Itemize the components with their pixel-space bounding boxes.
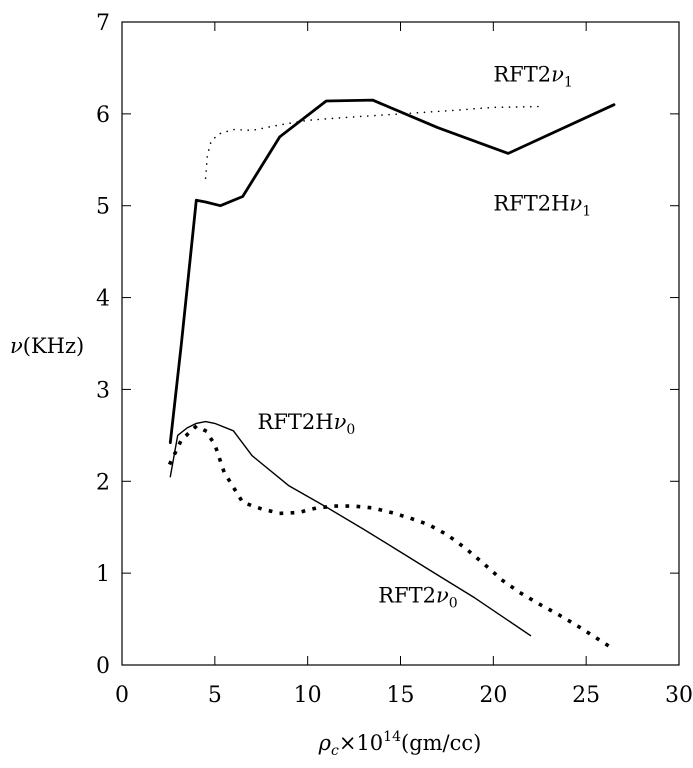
x-axis-label-sup: 14 (383, 729, 401, 745)
annotation-rft2h-nu1: RFT2Hν1 (493, 191, 591, 219)
series-line-3 (169, 420, 532, 637)
y-axis-label-suffix: (KHz) (23, 334, 84, 358)
y-tick-label: 1 (96, 562, 110, 587)
x-tick-label: 20 (479, 683, 507, 708)
annotation-sub: 0 (346, 422, 355, 438)
annotation-sub: 1 (564, 75, 573, 91)
x-tick-label: 15 (387, 683, 415, 708)
annotation-sub: 0 (449, 596, 458, 612)
annotation-greek: ν (551, 63, 564, 87)
y-axis-label-prefix: ν (10, 334, 23, 358)
y-tick-label: 5 (96, 195, 110, 220)
y-tick-label: 4 (96, 287, 110, 312)
y-axis-label: ν(KHz) (10, 334, 84, 358)
x-tick-label: 25 (572, 683, 600, 708)
series-line-2 (204, 105, 541, 179)
x-tick-label: 10 (294, 683, 322, 708)
annotation-greek: ν (436, 584, 449, 608)
plot-frame (121, 21, 680, 666)
x-tick-label: 30 (665, 683, 693, 708)
x-tick-label: 5 (208, 683, 222, 708)
series-line-4 (167, 424, 617, 652)
annotation-rft2h-nu0: RFT2Hν0 (258, 410, 356, 438)
annotation-base: RFT2 (378, 584, 436, 608)
y-tick-label: 2 (96, 470, 110, 495)
y-tick-label: 7 (96, 11, 110, 36)
annotation-rft2-nu1: RFT2ν1 (493, 63, 572, 91)
series-line-1 (168, 98, 616, 445)
x-axis-label: ρc×1014(gm/cc) (318, 729, 482, 759)
annotation-base: RFT2H (258, 410, 334, 434)
x-axis-label-mid: ×10 (339, 731, 383, 755)
annotation-sub: 1 (582, 203, 591, 219)
series-group (167, 98, 617, 652)
x-tick-label: 0 (115, 683, 129, 708)
y-tick-label: 3 (96, 378, 110, 403)
annotation-base: RFT2H (493, 191, 569, 215)
annotation-rft2-nu0: RFT2ν0 (378, 584, 457, 612)
x-axis-label-sub: c (331, 743, 339, 759)
y-tick-label: 0 (96, 654, 110, 679)
y-tick-label: 6 (96, 103, 110, 128)
annotation-base: RFT2 (493, 63, 551, 87)
annotation-greek: ν (334, 410, 347, 434)
x-axis-label-suffix: (gm/cc) (401, 731, 481, 755)
x-axis-label-prefix: ρ (318, 731, 332, 755)
annotation-greek: ν (569, 191, 582, 215)
